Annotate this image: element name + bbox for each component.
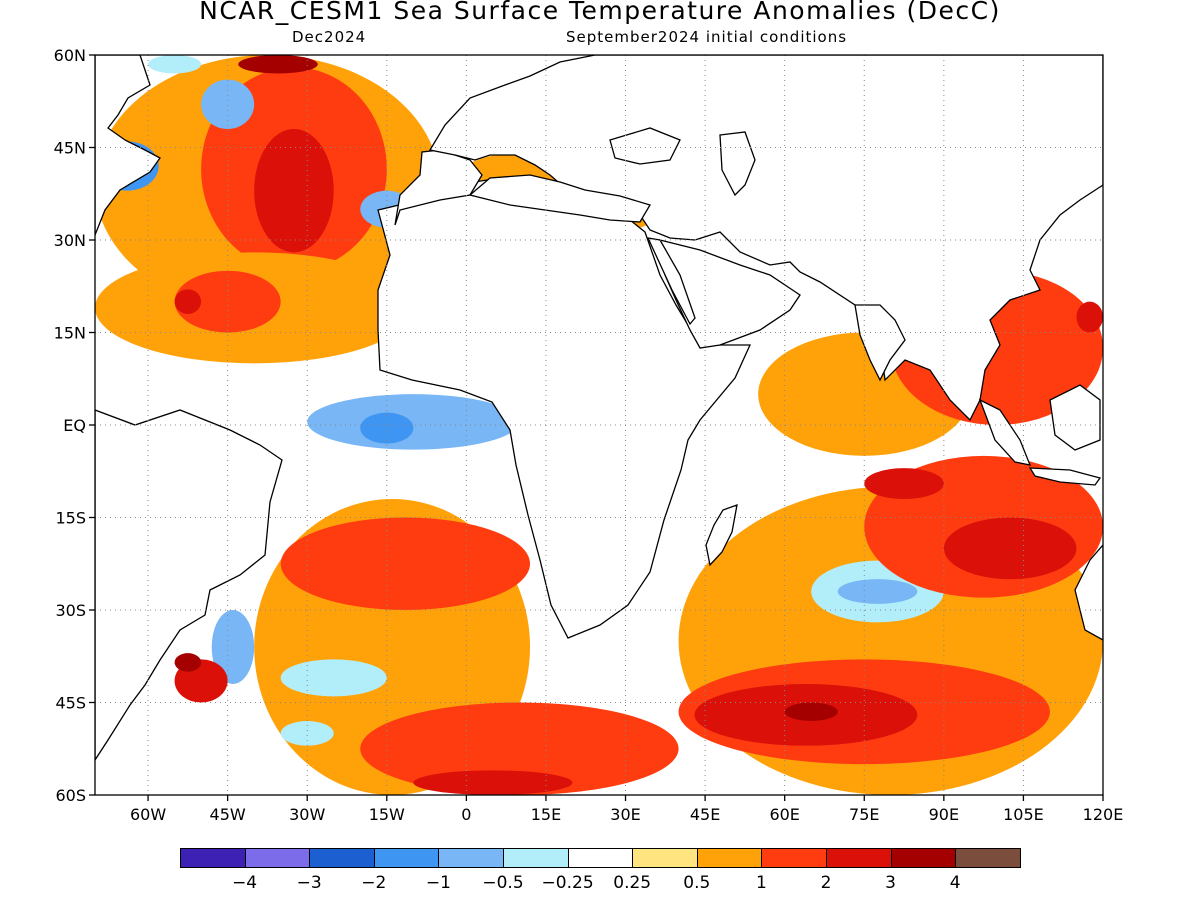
- anomaly-region-2: [254, 129, 334, 253]
- anomaly-region-4: [201, 79, 255, 129]
- anomaly-region-3: [238, 55, 318, 74]
- anomaly-region-15: [211, 610, 255, 684]
- colorbar-swatch: [373, 848, 440, 868]
- colorbar-swatch: [696, 848, 763, 868]
- axis-labels: 60N 45N 30N 15N EQ 15S 30S 45S 60S 60W 45W 30W 15W 0 1…: [54, 46, 1124, 824]
- australia-landmass: [1074, 544, 1103, 641]
- anomaly-region-27: [837, 579, 918, 604]
- sumatra-landmass: [978, 398, 1032, 466]
- borneo-landmass: [1049, 384, 1101, 451]
- lat-label: 60N: [54, 46, 86, 65]
- lon-label: 90E: [929, 805, 959, 824]
- mediterranean-sea-water: [468, 174, 651, 223]
- lon-label: 60W: [130, 805, 166, 824]
- anomaly-region-25: [784, 702, 838, 721]
- caspian-sea-water: [719, 131, 756, 197]
- colorbar-swatch: [826, 848, 892, 868]
- colorbar-swatch: [955, 848, 1021, 868]
- lon-label: 15E: [531, 805, 561, 824]
- lon-label: 120E: [1083, 805, 1124, 824]
- forecast-month: Dec2024: [292, 28, 367, 46]
- colorbar-label: 0.25: [613, 873, 652, 893]
- lat-label: EQ: [63, 416, 86, 435]
- colorbar-label: 4: [949, 873, 961, 893]
- java-landmass: [1028, 467, 1102, 486]
- anomaly-region-9: [174, 270, 281, 333]
- anomaly-region-29: [943, 517, 1077, 580]
- anomaly-region-11: [307, 394, 520, 450]
- land-masses: [95, 55, 1103, 762]
- colorbar-label: 0.5: [683, 873, 711, 893]
- colorbar-swatch: [244, 848, 311, 868]
- lat-label: 45S: [55, 694, 86, 713]
- axis-ticks: [89, 54, 1104, 801]
- colorbar-label: −0.25: [541, 873, 594, 893]
- lon-label: 60E: [769, 805, 799, 824]
- lon-label: 45E: [690, 805, 720, 824]
- colorbar-label: −3: [296, 873, 322, 893]
- colorbar-swatch: [890, 848, 957, 868]
- lon-label: 0: [461, 805, 471, 824]
- map-title: NCAR_CESM1 Sea Surface Temperature Anoma…: [199, 0, 1001, 25]
- colorbar-swatch: [567, 848, 634, 868]
- madagascar-landmass: [705, 504, 738, 567]
- lat-label: 15S: [55, 509, 86, 528]
- anomaly-region-14: [280, 517, 531, 610]
- colorbar-swatch: [180, 848, 246, 868]
- colorbar-label: 2: [820, 873, 832, 893]
- lat-label: 30S: [55, 601, 86, 620]
- iberia-landmass: [394, 149, 483, 226]
- colorbar-label: 1: [755, 873, 767, 893]
- colorbar-label: −0.5: [482, 873, 524, 893]
- lat-label: 30N: [54, 231, 86, 250]
- lon-label: 30E: [610, 805, 640, 824]
- anomaly-region-10: [174, 289, 202, 314]
- lon-label: 15W: [369, 805, 405, 824]
- anomaly-region-20: [360, 702, 679, 795]
- lon-label: 105E: [1003, 805, 1044, 824]
- colorbar-swatch: [438, 848, 504, 868]
- anomaly-region-16: [280, 659, 387, 697]
- sst-anomaly-map: 60N 45N 30N 15N EQ 15S 30S 45S 60S 60W 45W 30W 15W 0 1…: [54, 46, 1124, 824]
- anomaly-region-21: [413, 770, 573, 795]
- colorbar-label: −1: [425, 873, 451, 893]
- anomaly-region-12: [360, 412, 414, 444]
- lat-label: 45N: [54, 139, 86, 158]
- anomaly-region-17: [280, 721, 334, 746]
- south-america-landmass: [95, 409, 283, 762]
- lat-label: 15N: [54, 324, 86, 343]
- colorbar-swatch: [309, 848, 375, 868]
- colorbar-label: −2: [361, 873, 387, 893]
- graticule: [95, 55, 1103, 795]
- colorbar-label: 3: [885, 873, 897, 893]
- lat-label: 60S: [55, 786, 86, 805]
- anomaly-region-30: [864, 468, 944, 500]
- black-sea-water: [609, 127, 681, 165]
- lon-label: 45W: [210, 805, 246, 824]
- lon-label: 75E: [849, 805, 879, 824]
- india-landmass: [854, 304, 906, 382]
- colorbar-label: −4: [232, 873, 258, 893]
- anomaly-region-7: [148, 55, 202, 74]
- anomaly-region-33: [1076, 301, 1103, 333]
- lon-label: 30W: [289, 805, 325, 824]
- colorbar-swatch: [761, 848, 827, 868]
- anomaly-region-19: [174, 653, 202, 672]
- initial-conditions-label: September2024 initial conditions: [566, 28, 848, 46]
- north-america-landmass: [95, 55, 161, 236]
- colorbar-swatch: [503, 848, 569, 868]
- arabia-landmass: [659, 239, 801, 349]
- colorbar-swatch: [632, 848, 698, 868]
